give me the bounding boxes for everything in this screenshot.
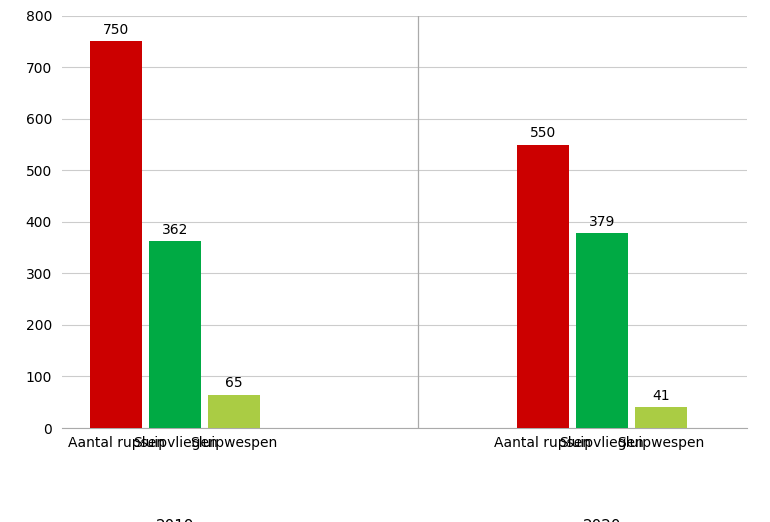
Text: 65: 65: [226, 376, 243, 390]
Text: 362: 362: [162, 223, 188, 238]
Text: 2020: 2020: [582, 519, 621, 522]
Text: 41: 41: [652, 389, 669, 403]
Bar: [90, 41, 142, 428]
Bar: [149, 242, 201, 428]
Text: 550: 550: [530, 126, 556, 140]
Text: 379: 379: [588, 215, 615, 229]
Bar: [634, 407, 687, 428]
Bar: [208, 395, 260, 428]
Text: 2019: 2019: [156, 519, 194, 522]
Text: 750: 750: [103, 23, 129, 37]
Bar: [517, 145, 568, 428]
Bar: [576, 233, 628, 428]
